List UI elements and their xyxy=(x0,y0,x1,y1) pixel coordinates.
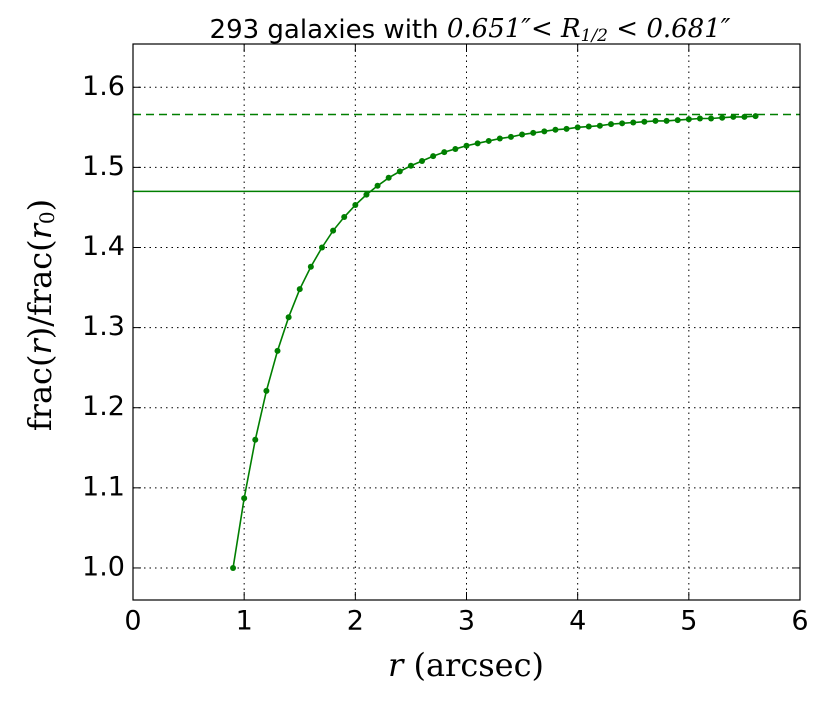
data-point xyxy=(407,162,414,169)
x-axis-label: r (arcsec) xyxy=(388,646,544,684)
y-label-var: r xyxy=(21,222,59,239)
data-point xyxy=(252,436,259,443)
x-label-var: r xyxy=(388,646,405,684)
data-point xyxy=(541,128,548,135)
data-point xyxy=(674,117,681,124)
x-tick-label: 1 xyxy=(236,606,253,637)
title-math-end: < 0.681″ xyxy=(608,14,731,44)
x-tick-label: 0 xyxy=(124,606,141,637)
x-tick-label: 2 xyxy=(347,606,364,637)
data-point xyxy=(307,263,314,270)
y-tick-label: 1.5 xyxy=(82,151,125,182)
data-point xyxy=(430,153,437,160)
y-tick-label: 1.0 xyxy=(82,551,125,582)
data-point xyxy=(441,149,448,156)
data-point xyxy=(452,145,459,152)
y-tick-label: 1.4 xyxy=(82,231,125,262)
plot-frame xyxy=(132,43,801,601)
y-label-part: )/frac( xyxy=(21,239,59,339)
data-point xyxy=(519,131,526,138)
title-sub: 1/2 xyxy=(581,26,608,46)
data-point xyxy=(741,113,748,120)
data-point xyxy=(552,126,559,133)
data-point xyxy=(241,495,248,502)
data-point xyxy=(563,125,570,132)
data-point xyxy=(285,314,292,321)
data-point xyxy=(474,140,481,147)
data-point xyxy=(274,347,281,354)
data-point xyxy=(396,168,403,175)
data-point xyxy=(485,137,492,144)
data-point xyxy=(341,214,348,221)
x-label-unit: (arcsec) xyxy=(403,646,544,684)
data-point xyxy=(352,202,359,209)
y-tick-label: 1.3 xyxy=(82,311,125,342)
data-point xyxy=(619,120,626,127)
data-point xyxy=(230,564,237,571)
data-point xyxy=(574,124,581,131)
y-axis-label: frac(r)/frac(r0) xyxy=(21,199,59,431)
title-math: 0.651″< R xyxy=(447,14,581,44)
series-line xyxy=(232,115,756,569)
data-point xyxy=(296,286,303,293)
data-point xyxy=(663,117,670,124)
y-tick-label: 1.2 xyxy=(82,391,125,422)
chart-title: 293 galaxies with 0.651″< R1/2 < 0.681″ xyxy=(210,14,731,46)
data-point xyxy=(585,123,592,130)
x-tick-label: 5 xyxy=(680,606,697,637)
title-text: 293 galaxies with xyxy=(210,15,447,45)
data-point xyxy=(630,119,637,126)
y-label-part: frac( xyxy=(21,355,59,432)
data-point xyxy=(652,117,659,124)
data-point xyxy=(608,121,615,128)
data-point xyxy=(263,387,270,394)
y-tick-label: 1.6 xyxy=(82,71,125,102)
data-point xyxy=(374,182,381,189)
data-point xyxy=(330,227,337,234)
data-point xyxy=(596,122,603,129)
x-tick-label: 3 xyxy=(458,606,475,637)
data-point xyxy=(530,129,537,136)
y-label-sub: 0 xyxy=(35,211,59,224)
data-point xyxy=(708,115,715,122)
y-label-part: ) xyxy=(21,199,59,211)
data-point xyxy=(641,118,648,125)
data-point xyxy=(363,191,370,198)
data-point xyxy=(730,113,737,120)
data-point xyxy=(719,114,726,121)
data-point xyxy=(685,116,692,123)
data-point xyxy=(752,113,759,120)
data-point xyxy=(385,174,392,181)
data-point xyxy=(318,244,325,251)
data-point xyxy=(696,115,703,122)
data-point xyxy=(463,142,470,149)
x-tick-label: 4 xyxy=(569,606,586,637)
x-tick-label: 6 xyxy=(791,606,808,637)
data-point xyxy=(496,135,503,142)
y-tick-label: 1.1 xyxy=(82,471,125,502)
data-point xyxy=(419,157,426,164)
y-label-var: r xyxy=(21,338,59,355)
data-point xyxy=(507,133,514,140)
